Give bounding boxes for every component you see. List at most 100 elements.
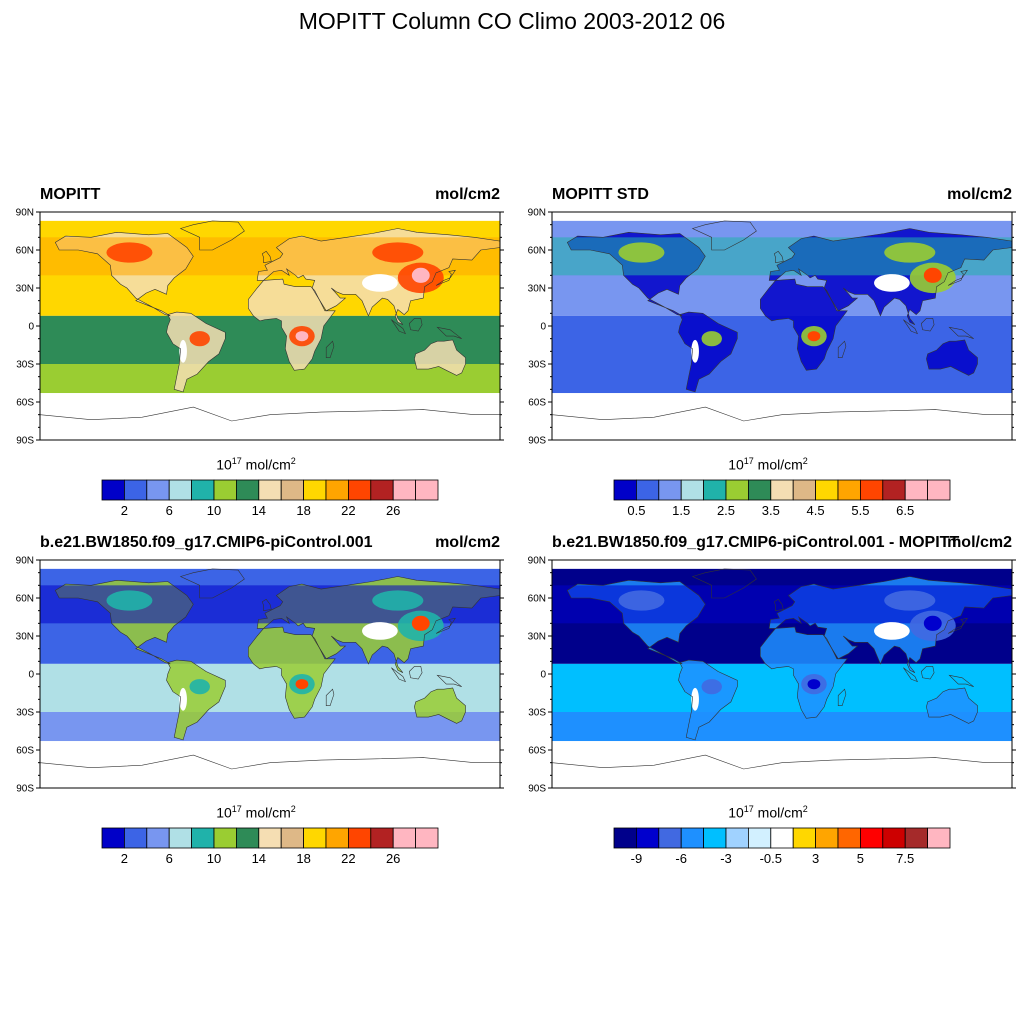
panel-title: b.e21.BW1850.f09_g17.CMIP6-piControl.001	[40, 534, 373, 551]
coastline-north-america	[54, 231, 194, 317]
colorbar-swatch	[792, 479, 817, 501]
field-land-australia	[414, 339, 466, 376]
colorbar-swatch	[725, 827, 749, 849]
lat-label: 90S	[16, 784, 34, 795]
coastline-new-guinea	[436, 674, 462, 687]
coastline-australia	[926, 339, 978, 376]
coastline-europe-asia	[256, 576, 501, 673]
field-hotspot-4	[618, 242, 665, 263]
colorbar-tick-label: 22	[341, 851, 355, 866]
colorbar-swatch	[882, 827, 906, 849]
map-layers	[552, 568, 1012, 788]
colorbar-swatch	[703, 827, 727, 849]
colorbar-tick-label: -0.5	[760, 851, 782, 866]
colorbar-units-label: 1017 mol/cm2	[216, 804, 296, 821]
colorbar-tick-label: 6	[166, 851, 173, 866]
map-layers	[552, 220, 1012, 440]
map-layers	[40, 220, 500, 440]
colorbar-swatch	[370, 479, 394, 501]
field-peak-east-asia	[923, 267, 942, 283]
coastline-japan	[435, 617, 456, 634]
colorbar-swatch	[859, 479, 884, 501]
colorbar-swatch	[415, 479, 439, 501]
missing-data-tibet	[874, 274, 910, 292]
field-peak-east-asia	[411, 615, 430, 631]
field-hotspot-3	[884, 590, 936, 611]
colorbar-swatch	[636, 479, 660, 501]
field-peak-africa	[807, 331, 821, 342]
colorbar-tick-label: 4.5	[807, 503, 825, 518]
colorbar-swatch	[101, 479, 125, 501]
coastline-south-america	[678, 311, 738, 393]
colorbar-swatch	[904, 827, 929, 849]
map-plot: 90N 60N 30N 0 30S 60S 90S	[16, 556, 504, 795]
colorbar-swatch	[770, 479, 794, 501]
lat-label: 90S	[528, 436, 546, 447]
colorbar-swatch	[904, 479, 929, 501]
coastline-europe-asia	[256, 228, 501, 325]
field-hotspot-4	[106, 590, 153, 611]
coastline-madagascar	[837, 688, 847, 706]
colorbar-tick-label: 10	[207, 503, 221, 518]
colorbar-swatch	[392, 479, 417, 501]
colorbar-tick-label: 10	[207, 851, 221, 866]
colorbar-swatch	[213, 827, 237, 849]
page-title: MOPITT Column CO Climo 2003-2012 06	[298, 8, 726, 34]
colorbar-swatch	[325, 827, 349, 849]
coastline-uk	[261, 598, 272, 612]
colorbar-swatch	[770, 827, 794, 849]
coastline-madagascar	[325, 340, 335, 358]
colorbar-swatch	[124, 479, 148, 501]
coastline-greenland	[179, 220, 245, 251]
coastline-australia	[414, 339, 466, 376]
panel-units: mol/cm2	[435, 534, 500, 551]
lat-label: 60S	[16, 398, 34, 409]
field-peak-africa	[807, 679, 821, 690]
coastline-new-guinea	[948, 674, 974, 687]
map-panel-model-minus-mopitt: b.e21.BW1850.f09_g17.CMIP6-piControl.001…	[512, 528, 1024, 868]
field-land-south-america	[678, 660, 738, 740]
colorbar-swatch	[636, 827, 660, 849]
lat-label: 90S	[528, 784, 546, 795]
coastline-north-america	[566, 579, 706, 665]
colorbar-swatch	[415, 827, 439, 849]
missing-data-tibet	[362, 622, 398, 640]
colorbar-swatch	[837, 827, 861, 849]
field-hotspot-3	[372, 242, 424, 263]
coastline-greenland	[179, 568, 245, 599]
missing-data-tibet	[874, 622, 910, 640]
panel-title: MOPITT	[40, 186, 101, 203]
colorbar-swatch	[347, 479, 372, 501]
field-land-south-america	[166, 660, 226, 740]
field-land-africa	[760, 627, 848, 719]
colorbar-swatch	[258, 827, 282, 849]
lat-label: 60N	[528, 246, 546, 257]
lat-label: 30S	[16, 360, 34, 371]
field-land-south-america	[166, 312, 226, 392]
coastline-borneo	[920, 318, 935, 332]
field-hotspot-2	[701, 331, 722, 347]
colorbar-swatch	[325, 479, 349, 501]
field-land-australia	[414, 687, 466, 724]
lat-label: 90S	[16, 436, 34, 447]
colorbar-tick-label: -6	[675, 851, 687, 866]
colorbar-units-label: 1017 mol/cm2	[216, 456, 296, 473]
map-panel-model: b.e21.BW1850.f09_g17.CMIP6-piControl.001…	[0, 528, 512, 868]
lat-label: 90N	[16, 556, 34, 567]
field-hotspot-4	[106, 242, 153, 263]
colorbar-tick-label: 18	[296, 851, 310, 866]
coastline-sumatra	[391, 319, 407, 335]
no-data-south	[40, 741, 500, 788]
field-land-africa	[248, 627, 336, 719]
coastline-south-america	[166, 659, 226, 741]
colorbar-tick-label: 7.5	[896, 851, 914, 866]
colorbar-swatch	[280, 827, 305, 849]
field-land-africa	[760, 279, 848, 371]
field-land-south-america	[678, 312, 738, 392]
colorbar-swatch	[882, 479, 906, 501]
panel-units: mol/cm2	[947, 534, 1012, 551]
lat-label: 60N	[528, 594, 546, 605]
colorbar-swatch	[613, 827, 637, 849]
lat-label: 90N	[16, 208, 34, 219]
coastline-sumatra	[903, 319, 919, 335]
